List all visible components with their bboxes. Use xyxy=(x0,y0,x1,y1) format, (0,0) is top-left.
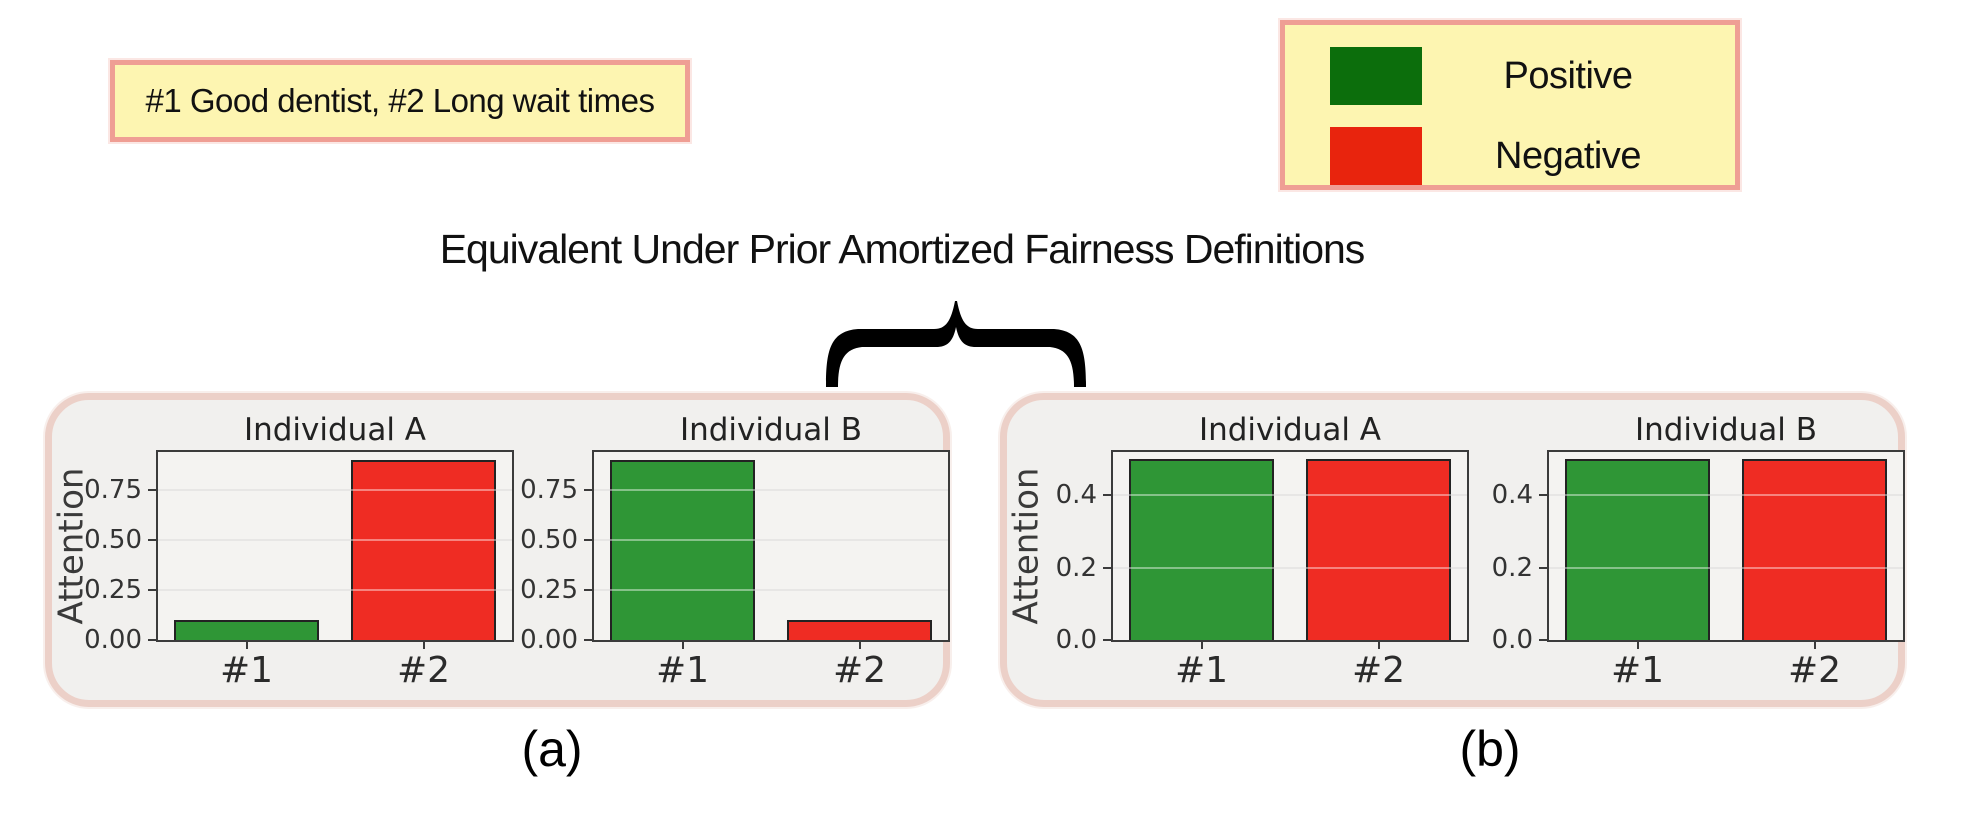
gridline-overlay xyxy=(594,539,948,541)
panel-b: Individual A 0.0 0.2 0.4 #1 #2 Attention Indiv… xyxy=(1000,393,1905,707)
caption-b: (b) xyxy=(1459,721,1521,777)
x-tick-mark xyxy=(1636,641,1639,649)
y-axis-label: Attention xyxy=(1006,467,1047,625)
negative-swatch-icon xyxy=(1330,127,1422,185)
y-tick-label: 0.75 xyxy=(84,475,142,505)
x-tick-mark xyxy=(858,641,861,649)
y-tick-label: 0.25 xyxy=(84,575,142,605)
gridline-overlay xyxy=(158,539,512,541)
chart-panel-b-individual-b: Individual B 0.0 0.2 0.4 #1 #2 xyxy=(1492,412,1905,691)
x-tick-mark xyxy=(1813,641,1816,649)
y-tick-label: 0.0 xyxy=(1055,625,1097,655)
bar-#2 xyxy=(1305,459,1452,640)
legend-row-negative: Negative xyxy=(1285,127,1735,185)
bar-#1 xyxy=(1564,459,1711,640)
x-tick-label: #2 xyxy=(1787,650,1842,691)
prompt-text: #1 Good dentist, #2 Long wait times xyxy=(145,82,656,119)
bar-#1 xyxy=(1128,459,1275,640)
curly-brace-icon xyxy=(826,301,1086,387)
x-tick-mark xyxy=(422,641,425,649)
x-tick-mark xyxy=(1200,641,1203,649)
y-tick-label: 0.4 xyxy=(1491,480,1533,511)
chart-panel-a-individual-b: Individual B 0.00 0.25 0.50 0.75 #1 #2 xyxy=(520,412,950,691)
y-tick-label: 0.25 xyxy=(520,575,578,605)
x-tick-mark xyxy=(245,641,248,649)
y-tick-label: 0.00 xyxy=(520,625,578,655)
y-tick-mark xyxy=(148,639,157,641)
bar-#2 xyxy=(786,620,933,640)
gridline-overlay xyxy=(1113,494,1467,497)
y-tick-mark xyxy=(1539,494,1548,497)
x-tick-label: #2 xyxy=(396,650,451,691)
y-tick-mark xyxy=(148,589,157,591)
x-tick-label: #2 xyxy=(832,650,887,691)
y-tick-mark xyxy=(1539,566,1548,569)
gridline-overlay xyxy=(594,589,948,591)
y-tick-mark xyxy=(1103,494,1112,497)
y-tick-label: 0.2 xyxy=(1491,552,1533,583)
legend-label-positive: Positive xyxy=(1503,54,1633,97)
x-tick-label: #1 xyxy=(1610,650,1665,691)
y-tick-mark xyxy=(148,489,157,491)
y-tick-mark xyxy=(1103,566,1112,569)
y-tick-label: 0.0 xyxy=(1491,625,1533,655)
annotation-title: Equivalent Under Prior Amortized Fairnes… xyxy=(439,226,1366,272)
gridline-overlay xyxy=(1549,494,1903,497)
x-tick-label: #1 xyxy=(655,650,710,691)
gridline xyxy=(1549,494,1903,497)
gridline xyxy=(158,489,512,491)
gridline xyxy=(594,489,948,491)
panel-a: Individual A 0.00 0.25 0.50 0.75 #1 #2 Attentio… xyxy=(45,393,950,707)
y-tick-label: 0.2 xyxy=(1055,552,1097,583)
chart-title: Individual A xyxy=(243,412,427,448)
gridline-overlay xyxy=(594,489,948,491)
x-tick-mark xyxy=(1377,641,1380,649)
gridline xyxy=(594,589,948,591)
gridline xyxy=(1113,494,1467,497)
positive-swatch-icon xyxy=(1330,47,1422,105)
chart-title: Individual A xyxy=(1198,412,1382,448)
y-tick-label: 0.50 xyxy=(520,525,578,555)
gridline xyxy=(1549,566,1903,569)
legend-row-positive: Positive xyxy=(1285,47,1735,105)
chart-panel-b-individual-a: Individual A 0.0 0.2 0.4 #1 #2 Attention xyxy=(1007,412,1469,691)
prompt-note-box: #1 Good dentist, #2 Long wait times xyxy=(110,60,690,142)
y-tick-mark xyxy=(584,539,593,541)
y-tick-mark xyxy=(148,539,157,541)
y-tick-mark xyxy=(584,489,593,491)
x-tick-mark xyxy=(681,641,684,649)
bar-#1 xyxy=(173,620,320,640)
y-tick-mark xyxy=(584,639,593,641)
y-tick-label: 0.50 xyxy=(84,525,142,555)
gridline xyxy=(158,539,512,541)
x-tick-label: #2 xyxy=(1351,650,1406,691)
y-tick-mark xyxy=(1103,639,1112,641)
y-tick-label: 0.75 xyxy=(520,475,578,505)
caption-a: (a) xyxy=(521,721,583,777)
gridline-overlay xyxy=(158,589,512,591)
gridline-overlay xyxy=(1549,566,1903,569)
gridline-overlay xyxy=(1113,566,1467,569)
y-tick-label: 0.00 xyxy=(84,625,142,655)
bar-#2 xyxy=(350,460,497,640)
chart-title: Individual B xyxy=(1634,412,1818,448)
chart-panel-a-individual-a: Individual A 0.00 0.25 0.50 0.75 #1 #2 Attentio… xyxy=(52,412,514,691)
bar-#1 xyxy=(609,460,756,640)
chart-title: Individual B xyxy=(679,412,863,448)
legend-box: Positive Negative xyxy=(1280,20,1740,190)
y-tick-label: 0.4 xyxy=(1055,480,1097,511)
y-axis-label: Attention xyxy=(51,467,92,625)
x-tick-label: #1 xyxy=(1174,650,1229,691)
gridline xyxy=(1113,566,1467,569)
bar-#2 xyxy=(1741,459,1888,640)
y-tick-mark xyxy=(584,589,593,591)
legend-label-negative: Negative xyxy=(1495,134,1641,177)
y-tick-mark xyxy=(1539,639,1548,641)
gridline xyxy=(158,589,512,591)
gridline xyxy=(594,539,948,541)
gridline-overlay xyxy=(158,489,512,491)
x-tick-label: #1 xyxy=(219,650,274,691)
